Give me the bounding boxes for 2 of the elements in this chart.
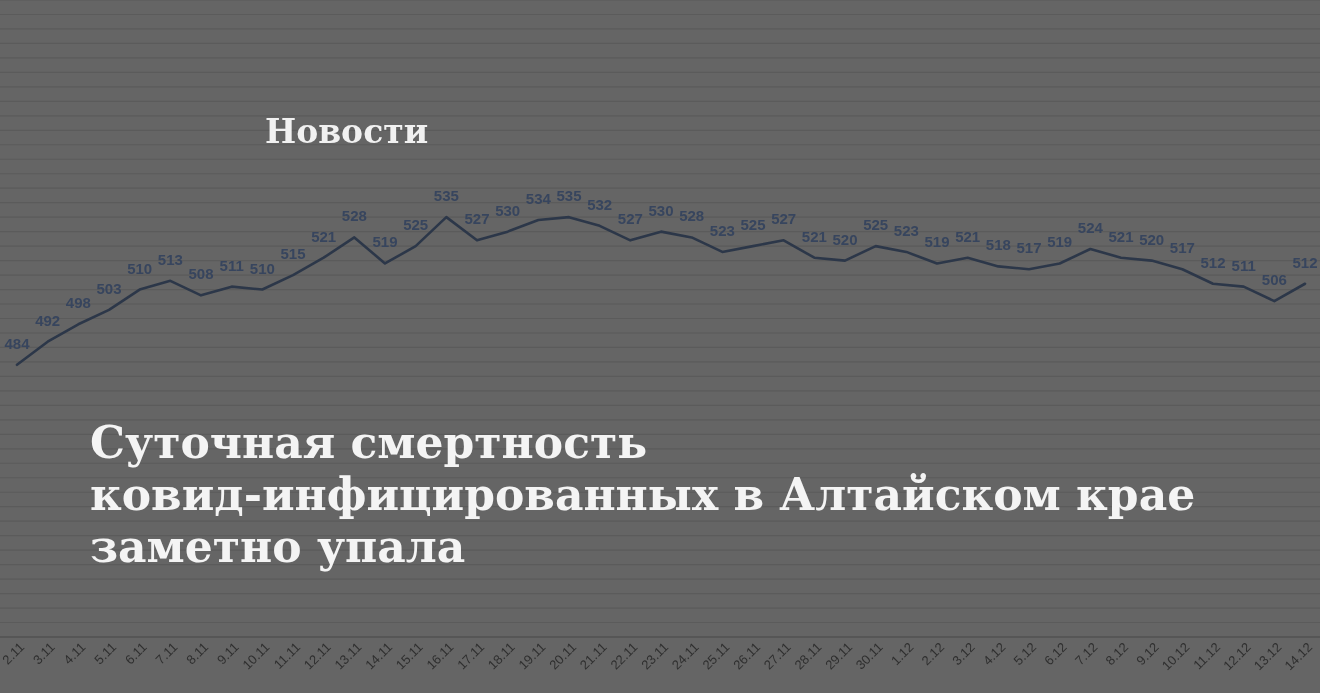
annotation: Новости — [265, 112, 429, 151]
text: Суточная смертность ковид-инфицированных в Алтайском крае заметно упала — [90, 417, 1196, 572]
